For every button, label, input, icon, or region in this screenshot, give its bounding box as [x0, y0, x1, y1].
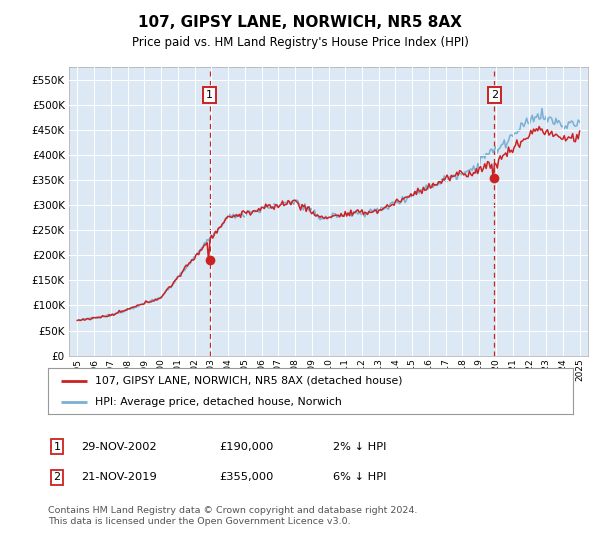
Text: £190,000: £190,000: [219, 442, 274, 452]
Text: HPI: Average price, detached house, Norwich: HPI: Average price, detached house, Norw…: [95, 397, 342, 407]
Text: 107, GIPSY LANE, NORWICH, NR5 8AX (detached house): 107, GIPSY LANE, NORWICH, NR5 8AX (detac…: [95, 376, 403, 386]
Text: 2: 2: [491, 90, 498, 100]
Text: 2% ↓ HPI: 2% ↓ HPI: [333, 442, 386, 452]
Text: 1: 1: [206, 90, 213, 100]
Text: 107, GIPSY LANE, NORWICH, NR5 8AX: 107, GIPSY LANE, NORWICH, NR5 8AX: [138, 15, 462, 30]
Text: 29-NOV-2002: 29-NOV-2002: [81, 442, 157, 452]
Text: 21-NOV-2019: 21-NOV-2019: [81, 472, 157, 482]
Text: £355,000: £355,000: [219, 472, 274, 482]
Text: 6% ↓ HPI: 6% ↓ HPI: [333, 472, 386, 482]
Text: Price paid vs. HM Land Registry's House Price Index (HPI): Price paid vs. HM Land Registry's House …: [131, 36, 469, 49]
Text: 2: 2: [53, 472, 61, 482]
Text: Contains HM Land Registry data © Crown copyright and database right 2024.
This d: Contains HM Land Registry data © Crown c…: [48, 506, 418, 526]
Text: 1: 1: [53, 442, 61, 452]
